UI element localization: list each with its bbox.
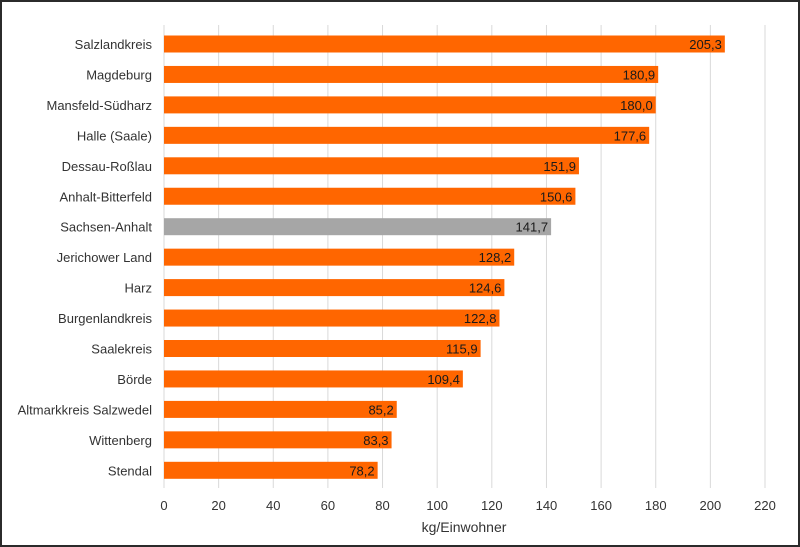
x-tick-label: 40: [266, 498, 280, 513]
category-label: Burgenlandkreis: [58, 311, 152, 326]
data-label: 151,9: [543, 159, 576, 174]
category-label: Harz: [125, 281, 152, 296]
category-label: Altmarkkreis Salzwedel: [18, 402, 152, 417]
bar: [164, 248, 515, 266]
x-tick-label: 100: [426, 498, 448, 513]
x-tick-label: 0: [160, 498, 167, 513]
data-label: 128,2: [479, 250, 512, 265]
data-label: 180,9: [623, 67, 656, 82]
x-tick-label: 200: [700, 498, 722, 513]
bar: [164, 187, 576, 205]
category-label: Wittenberg: [89, 433, 152, 448]
x-tick-label: 60: [321, 498, 335, 513]
category-label: Mansfeld-Südharz: [47, 98, 153, 113]
bar: [164, 431, 392, 449]
x-tick-label: 20: [211, 498, 225, 513]
x-axis-ticks: 0 20 40 60 80 100 120 140 160 180 200 220: [160, 498, 775, 513]
x-tick-label: 160: [590, 498, 612, 513]
bar: [164, 400, 397, 418]
data-label: 122,8: [464, 311, 497, 326]
x-tick-label: 120: [481, 498, 503, 513]
bar: [164, 218, 552, 236]
data-label: 83,3: [363, 433, 388, 448]
data-label: 115,9: [446, 342, 478, 357]
data-label: 78,2: [349, 463, 374, 478]
bar: [164, 65, 659, 83]
bar: [164, 279, 505, 297]
x-tick-label: 220: [754, 498, 776, 513]
bar: [164, 461, 378, 479]
data-label: 180,0: [620, 98, 653, 113]
category-label: Jerichower Land: [57, 250, 152, 265]
category-label: Stendal: [108, 463, 152, 478]
x-tick-label: 180: [645, 498, 667, 513]
bar: [164, 126, 650, 144]
bar: [164, 96, 656, 114]
bar: [164, 309, 500, 327]
data-label: 150,6: [540, 189, 573, 204]
category-label: Magdeburg: [86, 67, 152, 82]
category-label: Saalekreis: [91, 342, 152, 357]
bar: [164, 35, 725, 53]
category-label: Börde: [117, 372, 152, 387]
x-axis-label: kg/Einwohner: [422, 519, 507, 535]
category-label: Salzlandkreis: [75, 37, 153, 52]
data-label: 85,2: [368, 402, 393, 417]
bars: 205,3 180,9 180,0 177,6 151,9 150,6 141,7 128,2…: [164, 35, 725, 479]
bar: [164, 370, 463, 388]
data-label: 205,3: [689, 37, 722, 52]
category-label: Sachsen-Anhalt: [60, 220, 152, 235]
category-label: Dessau-Roßlau: [62, 159, 152, 174]
x-tick-label: 140: [536, 498, 558, 513]
data-label: 124,6: [469, 281, 502, 296]
data-label: 109,4: [427, 372, 460, 387]
category-label: Anhalt-Bitterfeld: [60, 189, 153, 204]
category-label: Halle (Saale): [77, 128, 152, 143]
data-label: 141,7: [516, 220, 549, 235]
data-label: 177,6: [614, 128, 647, 143]
x-tick-label: 80: [375, 498, 389, 513]
bar: [164, 340, 481, 357]
bar: [164, 157, 579, 175]
category-labels: Salzlandkreis Magdeburg Mansfeld-Südharz Ha…: [18, 37, 153, 478]
